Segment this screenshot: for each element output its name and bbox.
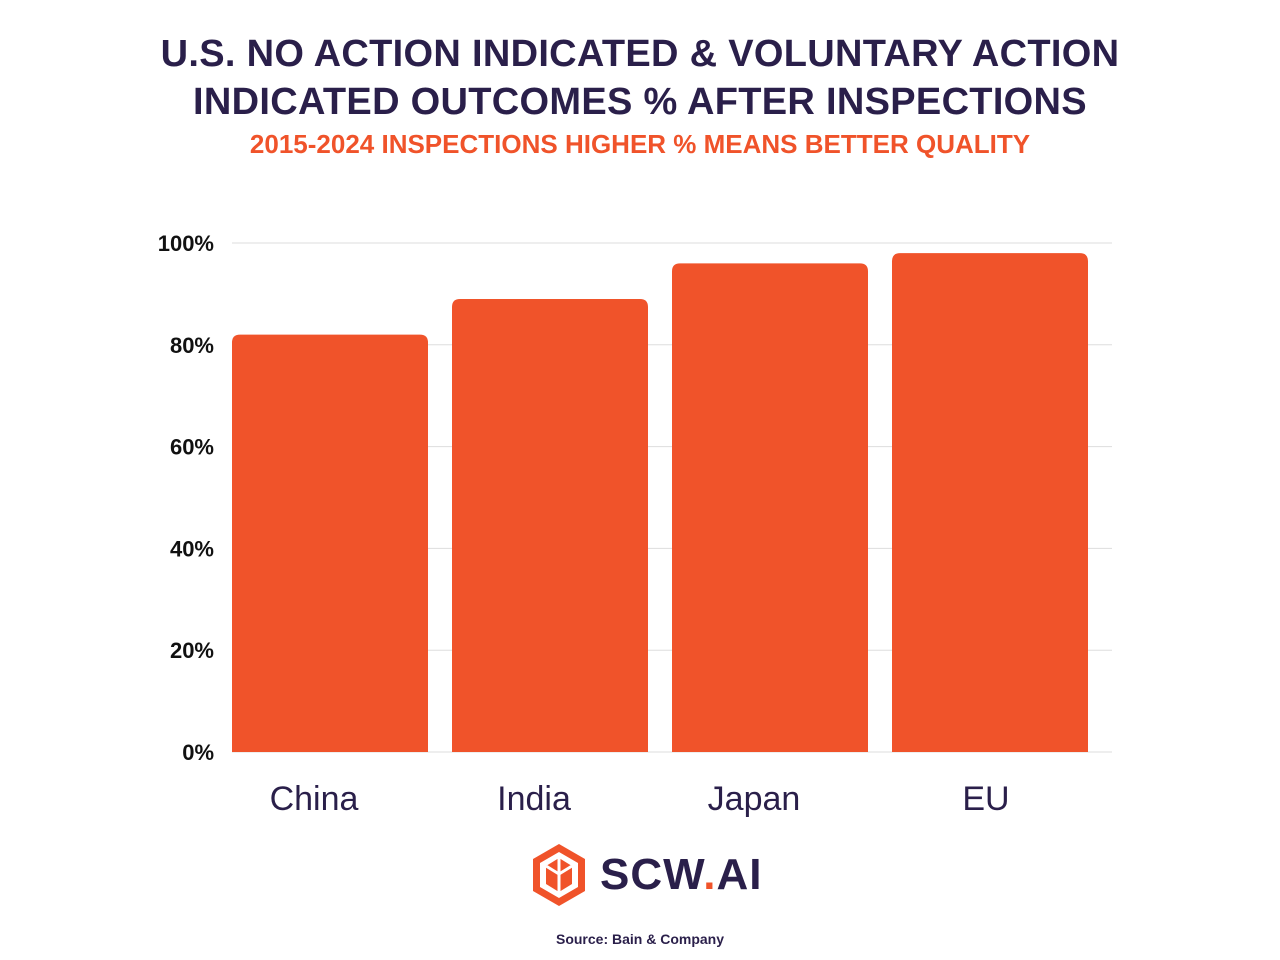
bar-japan bbox=[672, 263, 868, 752]
y-tick-label: 100% bbox=[158, 231, 214, 256]
chart-title-line-2: INDICATED OUTCOMES % AFTER INSPECTIONS bbox=[193, 81, 1087, 123]
y-tick-label: 40% bbox=[170, 536, 214, 561]
bar-china bbox=[232, 334, 428, 752]
y-tick-label: 80% bbox=[170, 333, 214, 358]
chart-title-line-1: U.S. NO ACTION INDICATED & VOLUNTARY ACT… bbox=[160, 33, 1120, 75]
brand-name: SCW.AI bbox=[600, 850, 763, 899]
x-tick-label: India bbox=[497, 780, 571, 818]
bar-chart: 0% 20% 40% 60% 80% 100% China India Japan EU bbox=[158, 231, 1112, 818]
x-tick-label: EU bbox=[962, 780, 1009, 818]
y-tick-label: 20% bbox=[170, 638, 214, 663]
x-tick-label: Japan bbox=[708, 780, 801, 818]
chart-title: U.S. NO ACTION INDICATED & VOLUNTARY ACT… bbox=[0, 30, 1280, 126]
y-tick-label: 0% bbox=[182, 740, 214, 765]
package-box-icon bbox=[533, 844, 585, 906]
x-tick-label: China bbox=[270, 780, 359, 818]
bar-eu bbox=[892, 253, 1088, 752]
y-tick-label: 60% bbox=[170, 435, 214, 460]
chart-subtitle: 2015-2024 INSPECTIONS HIGHER % MEANS BET… bbox=[249, 129, 1031, 159]
source-note: Source: Bain & Company bbox=[555, 931, 725, 947]
bar-india bbox=[452, 298, 648, 752]
brand-logo: SCW.AI bbox=[530, 840, 762, 910]
